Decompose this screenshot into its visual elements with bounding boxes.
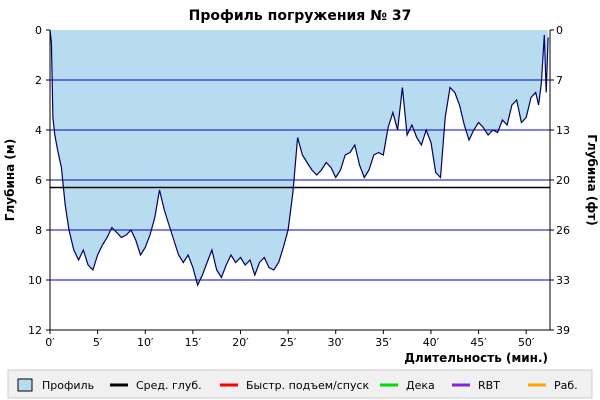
y-tick-label-left: 0 — [35, 24, 42, 37]
y-axis-label-right: Глубина (фт) — [585, 134, 599, 225]
chart-title: Профиль погружения № 37 — [189, 8, 412, 24]
legend-label: Профиль — [42, 379, 94, 392]
y-tick-label-left: 8 — [35, 224, 42, 237]
y-tick-label-right: 0 — [556, 24, 563, 37]
x-tick-label: 5′ — [93, 336, 103, 349]
y-tick-label-right: 20 — [556, 174, 570, 187]
x-tick-label: 50′ — [518, 336, 535, 349]
y-tick-label-left: 2 — [35, 74, 42, 87]
y-tick-label-left: 4 — [35, 124, 42, 137]
x-tick-label: 10′ — [137, 336, 154, 349]
legend-swatch-profile — [17, 378, 33, 392]
y-tick-label-right: 13 — [556, 124, 570, 137]
legend-label: RBT — [478, 379, 500, 392]
y-tick-label-right: 39 — [556, 324, 570, 337]
y-tick-label-right: 26 — [556, 224, 570, 237]
x-tick-label: 30′ — [327, 336, 344, 349]
x-tick-label: 0′ — [45, 336, 55, 349]
legend-box — [7, 369, 593, 399]
x-tick-label: 45′ — [470, 336, 487, 349]
legend-label: Раб. — [554, 379, 578, 392]
y-tick-label-left: 12 — [28, 324, 42, 337]
y-tick-label-right: 33 — [556, 274, 570, 287]
y-axis-label-left: Глубина (м) — [3, 139, 17, 221]
profile-line — [49, 29, 549, 287]
y-tick-label-left: 10 — [28, 274, 42, 287]
y-tick-label-left: 6 — [35, 174, 42, 187]
x-tick-label: 40′ — [423, 336, 440, 349]
legend: Профиль Сред. глуб. Быстр. подъем/спуск Дек… — [17, 378, 578, 392]
y-tick-label-right: 7 — [556, 74, 563, 87]
x-tick-label: 15′ — [185, 336, 202, 349]
x-tick-label: 35′ — [375, 336, 392, 349]
legend-label: Сред. глуб. — [136, 379, 202, 392]
x-axis-label: Длительность (мин.) — [404, 351, 548, 365]
x-tick-label: 20′ — [232, 336, 249, 349]
legend-label: Дека — [406, 379, 435, 392]
legend-label: Быстр. подъем/спуск — [246, 379, 370, 392]
profile-area — [50, 30, 549, 285]
x-tick-label: 25′ — [280, 336, 297, 349]
